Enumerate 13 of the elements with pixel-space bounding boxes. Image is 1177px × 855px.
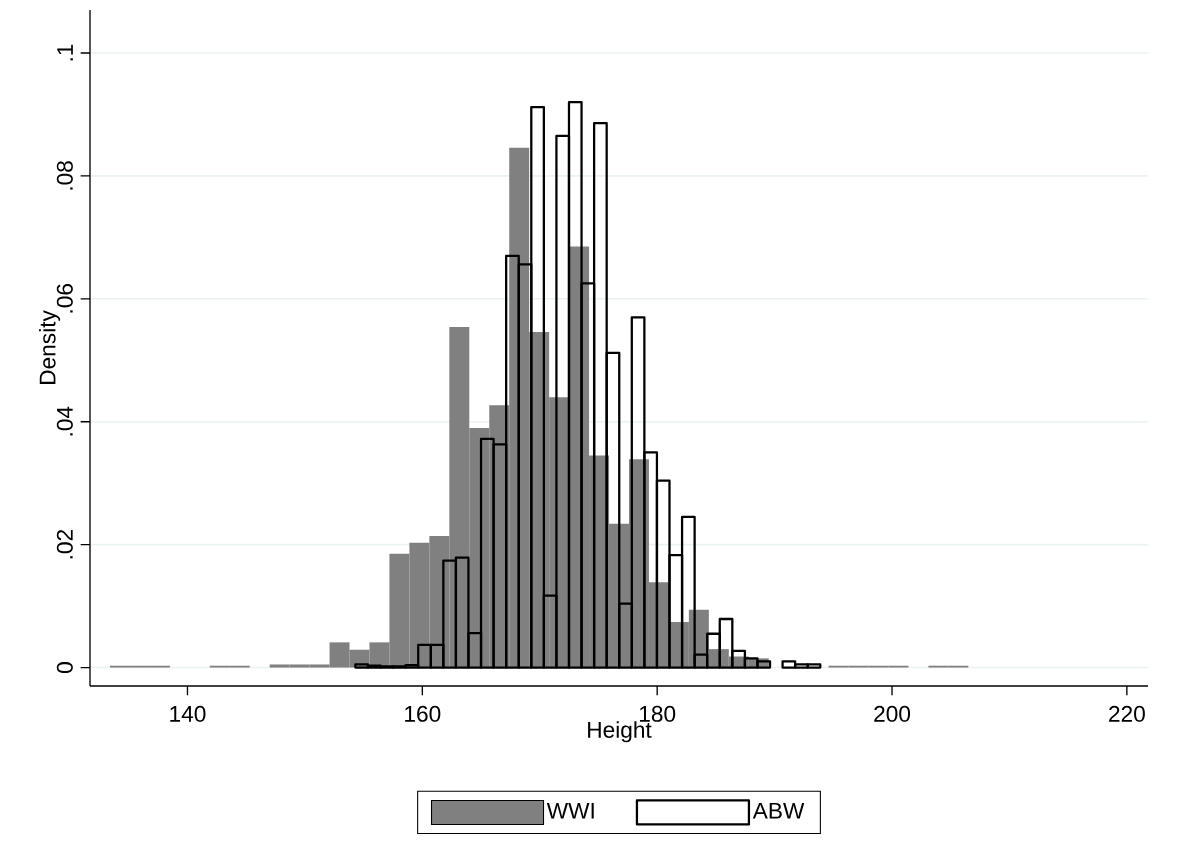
y-tick-label: .08 (56, 161, 73, 190)
y-tick-label: 0 (56, 662, 73, 673)
legend-label: WWI (546, 802, 594, 819)
x-tick-label: 200 (874, 705, 911, 722)
x-axis-title: Height (588, 721, 652, 743)
x-tick-label: 180 (640, 705, 676, 722)
y-tick-label: .02 (56, 530, 73, 559)
x-tick-label: 160 (405, 705, 441, 722)
x-tick-label: 220 (1109, 705, 1145, 722)
y-tick-label: .1 (57, 44, 73, 61)
x-tick-label: 140 (170, 705, 206, 722)
y-tick-label: .04 (56, 406, 73, 436)
legend-label: ABW (752, 802, 805, 819)
